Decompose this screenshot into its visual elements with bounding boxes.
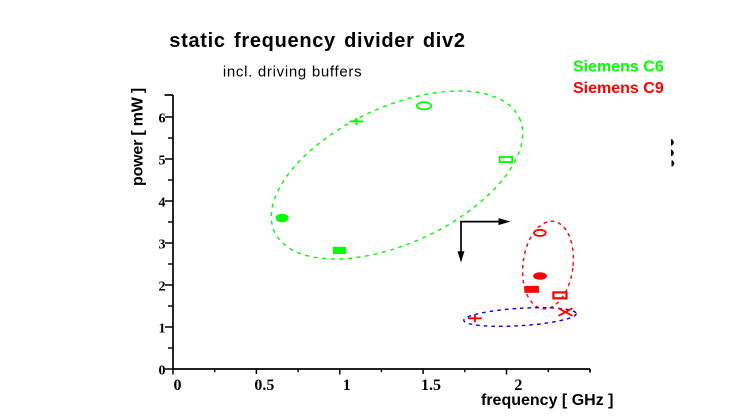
svg-text:1: 1 [159,321,166,336]
svg-text:power [ mW ]: power [ mW ] [130,88,147,186]
svg-text:incl. driving buffers: incl. driving buffers [223,64,362,81]
svg-text:static frequency divider div2: static frequency divider div2 [169,30,465,52]
svg-text:frequency [ GHz ]: frequency [ GHz ] [481,392,613,409]
svg-text:3: 3 [159,237,166,252]
svg-text:2: 2 [159,279,166,294]
svg-text:1.5: 1.5 [421,377,441,394]
svg-text:1: 1 [343,377,351,394]
svg-text:4: 4 [159,195,166,210]
svg-text:5: 5 [159,153,166,168]
svg-text:Siemens C6: Siemens C6 [573,59,664,76]
svg-text:6: 6 [159,111,166,126]
svg-text:0: 0 [159,363,166,378]
svg-text:0: 0 [174,377,182,394]
svg-text:2: 2 [514,377,522,394]
svg-text:0.5: 0.5 [254,377,274,394]
svg-text:Siemens C9: Siemens C9 [573,80,664,97]
